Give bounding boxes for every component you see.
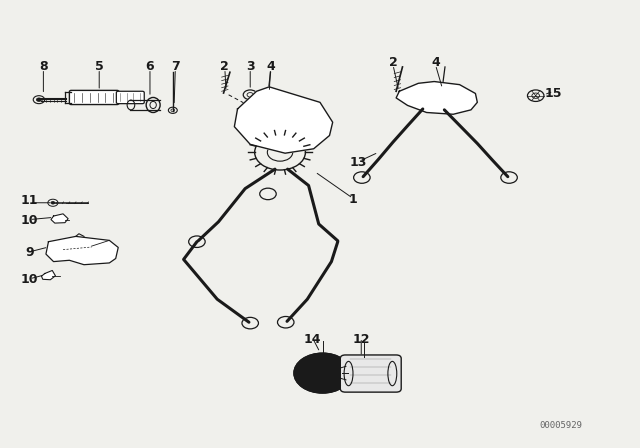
- Text: 2: 2: [388, 56, 397, 69]
- Polygon shape: [42, 271, 56, 280]
- FancyBboxPatch shape: [340, 355, 401, 392]
- FancyBboxPatch shape: [69, 90, 119, 104]
- Text: 13: 13: [349, 155, 367, 168]
- Circle shape: [36, 98, 42, 101]
- Text: 10: 10: [20, 214, 38, 227]
- Text: 14: 14: [303, 333, 321, 346]
- FancyBboxPatch shape: [116, 91, 144, 103]
- Text: 11: 11: [20, 194, 38, 207]
- Circle shape: [294, 353, 351, 393]
- Text: 15: 15: [545, 87, 562, 100]
- Text: 12: 12: [353, 333, 370, 346]
- Text: 1: 1: [349, 193, 357, 206]
- Text: 3: 3: [246, 60, 255, 73]
- Polygon shape: [396, 82, 477, 114]
- Text: 6: 6: [146, 60, 154, 73]
- Text: 8: 8: [39, 60, 48, 73]
- Text: 10: 10: [20, 273, 38, 286]
- Polygon shape: [234, 87, 333, 153]
- Text: 9: 9: [25, 246, 34, 259]
- Circle shape: [51, 202, 55, 204]
- Polygon shape: [51, 214, 68, 223]
- Polygon shape: [46, 237, 118, 265]
- Text: 4: 4: [266, 60, 275, 73]
- Text: 7: 7: [171, 60, 180, 73]
- Text: 5: 5: [95, 60, 104, 73]
- Text: 00005929: 00005929: [540, 421, 582, 430]
- Text: 4: 4: [431, 56, 440, 69]
- Text: 2: 2: [220, 60, 229, 73]
